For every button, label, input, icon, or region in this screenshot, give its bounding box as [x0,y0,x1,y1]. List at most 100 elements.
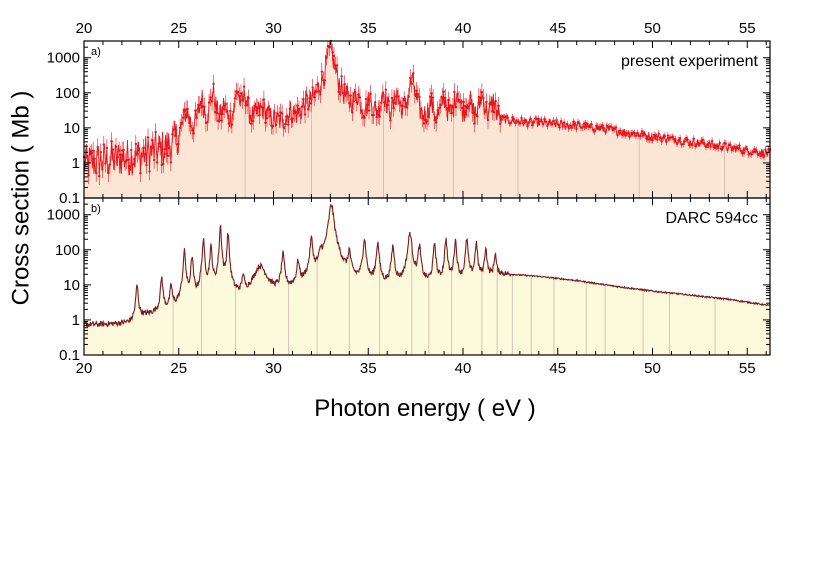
data-point [567,127,570,130]
data-point [93,157,96,160]
data-point [238,94,241,98]
data-point [678,137,682,140]
data-point [169,161,173,164]
data-point [494,99,497,103]
panel-darc-theory: 0.1 1 10 100 1000 20 25 30 35 40 45 50 55 b) DARC 59… [47,197,771,377]
data-point [561,125,564,128]
data-point [556,123,560,126]
data-point [750,152,753,156]
data-point [300,105,304,108]
data-point [588,125,592,129]
data-point [232,110,235,113]
data-point [162,162,165,166]
data-point [476,114,479,118]
data-point [724,142,727,145]
data-point [485,100,488,104]
data-point [434,121,438,124]
data-point [655,138,659,141]
data-point [701,138,705,141]
data-point [674,138,677,141]
data-point [470,102,473,106]
data-point [343,82,346,86]
data-point [666,134,670,137]
x-tick-label-top: 25 [170,20,187,37]
data-point [453,90,456,94]
data-point [107,171,110,175]
data-point [407,95,410,99]
data-point [210,100,214,103]
data-point [187,121,191,125]
data-point [517,120,520,124]
data-point [681,142,685,146]
data-point [442,90,445,93]
data-point [529,117,532,121]
data-point [332,54,336,58]
data-point [180,121,183,125]
data-point [765,152,769,156]
data-point [511,116,514,119]
data-point [363,116,366,120]
data-point [317,90,320,93]
data-point [431,96,435,99]
data-point [718,141,721,145]
data-point [715,145,718,148]
data-point [366,103,369,107]
data-point [593,130,596,133]
data-point [622,132,625,135]
panel-present-experiment: 0.1 1 10 100 1000 20 25 30 35 40 45 50 55 a) present… [47,20,772,207]
data-point [569,124,572,127]
data-point [643,133,647,136]
data-point [230,123,234,126]
data-point [113,160,116,163]
data-point [563,121,566,124]
data-point [168,146,171,150]
data-point [430,92,433,95]
panel-a-label: a) [91,46,101,58]
data-point [762,155,766,158]
data-point [498,122,502,126]
data-point [352,100,356,103]
data-point [706,143,709,146]
data-point [601,124,604,127]
y-tick-label: 1000 [47,50,80,67]
data-point [311,86,314,89]
data-point [191,129,194,132]
data-point [383,101,386,104]
data-point [721,145,724,149]
data-point [691,144,694,147]
data-point [604,130,607,133]
data-point [117,149,121,152]
data-point [505,115,508,118]
data-point [357,93,360,96]
data-point [387,100,391,103]
pb-series-line [83,204,771,328]
data-point [114,145,118,148]
data-point [98,175,101,178]
data-point [372,113,375,117]
data-point [302,98,305,101]
data-point [261,106,264,109]
x-tick-label-bottom: 25 [170,360,187,377]
data-point [137,149,141,152]
data-point [482,96,485,100]
data-point [111,148,115,151]
data-point [85,154,89,158]
data-point [572,120,575,124]
data-point [345,92,348,95]
y-tick-label: 1000 [47,207,80,224]
data-point [163,147,166,151]
data-point [378,115,381,118]
data-point [393,101,397,105]
data-point [268,114,272,118]
data-point [328,45,331,49]
data-point [552,119,555,122]
data-point [405,106,409,109]
data-point [148,170,151,173]
data-point [250,122,253,125]
data-point [236,90,240,94]
data-point [462,100,465,104]
data-point [212,82,215,86]
data-point [181,116,185,119]
data-point [381,92,384,95]
